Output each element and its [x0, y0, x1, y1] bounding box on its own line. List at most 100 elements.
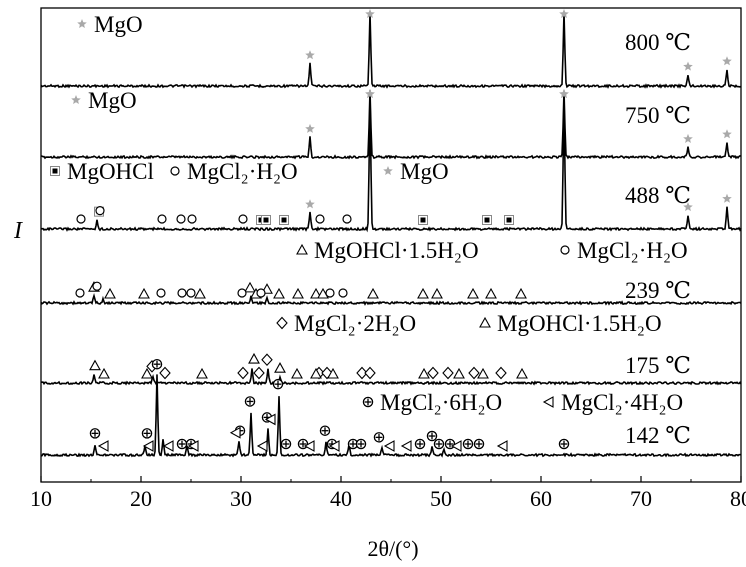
diamond-marker	[495, 366, 507, 380]
star-marker	[683, 61, 693, 71]
legend-label: MgCl₂·2H₂O	[294, 311, 416, 336]
triangle-up-marker	[477, 367, 489, 379]
triangle-up-marker	[196, 367, 208, 379]
circle-marker	[170, 166, 180, 176]
triangle-up-marker	[291, 367, 303, 379]
triangle-up-marker	[194, 287, 206, 299]
circle-marker	[560, 245, 570, 255]
star-marker	[365, 89, 375, 98]
x-tick-label: 40	[330, 486, 352, 511]
triangle-up-marker	[248, 352, 260, 364]
triangle-up-marker	[453, 367, 465, 379]
square-marker	[504, 215, 514, 225]
x-tick-label: 20	[130, 486, 152, 511]
circle-plus-marker	[433, 438, 445, 450]
x-tick-label: 70	[630, 486, 652, 511]
diamond-marker	[159, 366, 171, 380]
temperature-label: 488 ℃	[625, 183, 691, 208]
triangle-up-marker	[479, 316, 491, 328]
x-tick-label: 50	[430, 486, 452, 511]
panel-5: MgCl₂·6H₂O MgCl₂·4H₂O 142 ℃	[40, 358, 742, 458]
triangle-left-marker	[328, 440, 340, 452]
circle-marker	[256, 288, 266, 298]
temperature-label: 800 ℃	[625, 30, 691, 55]
star-marker	[559, 89, 569, 98]
circle-plus-marker	[373, 432, 385, 443]
legend-label: MgO	[88, 88, 137, 113]
triangle-left-marker	[542, 396, 554, 408]
diamond-marker	[364, 366, 376, 380]
diamond-marker	[276, 316, 288, 330]
triangle-up-marker	[515, 287, 527, 299]
circle-plus-marker	[141, 428, 153, 439]
triangle-up-marker	[244, 281, 256, 293]
circle-plus-marker	[319, 425, 331, 436]
triangle-left-marker	[142, 440, 154, 452]
triangle-up-marker	[485, 287, 497, 299]
triangle-up-marker	[292, 287, 304, 299]
circle-plus-marker	[244, 396, 256, 407]
circle-marker	[342, 214, 352, 224]
circle-plus-marker	[176, 438, 188, 450]
triangle-up-marker	[89, 359, 101, 371]
square-marker	[50, 166, 60, 176]
panel-4: MgCl₂·2H₂O MgOHCl·1.5H₂O 175 ℃	[40, 311, 742, 386]
circle-marker	[92, 281, 102, 291]
star-marker	[365, 9, 375, 18]
triangle-left-marker	[229, 426, 241, 439]
circle-marker	[325, 288, 335, 298]
triangle-left-marker	[496, 440, 508, 452]
circle-marker	[338, 288, 348, 298]
square-marker	[279, 215, 289, 225]
legend-label: MgCl₂·6H₂O	[380, 390, 502, 415]
legend-label: MgCl₂·4H₂O	[561, 390, 683, 415]
circle-marker	[315, 214, 325, 224]
x-tick-label: 30	[230, 486, 252, 511]
circle-marker	[186, 288, 196, 298]
panel-3: MgOHCl·1.5H₂O MgCl₂·H₂O 239 ℃	[40, 238, 742, 306]
star-marker	[305, 50, 315, 60]
circle-marker	[238, 214, 248, 224]
circle-plus-marker	[462, 438, 474, 450]
circle-plus-marker	[151, 358, 163, 370]
triangle-up-marker	[310, 367, 322, 379]
temperature-label: 142 ℃	[625, 423, 691, 448]
legend-label: MgOHCl·1.5H₂O	[497, 311, 662, 336]
circle-plus-marker	[558, 438, 570, 450]
x-axis-label: 2θ/(°)	[367, 536, 418, 561]
panel-0: MgO 800 ℃	[40, 9, 742, 89]
triangle-left-marker	[162, 440, 174, 452]
star-marker	[683, 202, 693, 212]
axes: 10 20 30 40 50 60 70 80	[30, 7, 746, 511]
diamond-marker	[427, 366, 439, 380]
triangle-up-marker	[138, 287, 150, 299]
triangle-up-marker	[104, 287, 116, 299]
circle-plus-marker	[426, 430, 438, 442]
legend-label: MgOHCl	[67, 159, 154, 184]
panel-1: MgO 750 ℃	[40, 88, 742, 160]
star-marker	[722, 129, 732, 139]
star-marker	[722, 56, 732, 66]
diamond-marker	[253, 366, 265, 380]
triangle-up-marker	[327, 367, 339, 379]
triangle-left-marker	[264, 413, 276, 426]
star-marker	[77, 19, 87, 28]
y-axis-label: I	[13, 218, 23, 244]
circle-plus-marker	[362, 396, 374, 408]
square-marker	[261, 215, 271, 225]
panel-2: MgOHCl MgCl₂·H₂O MgO 488 ℃	[40, 89, 742, 233]
triangle-left-marker	[187, 440, 199, 452]
circle-marker	[177, 288, 187, 298]
circle-marker	[237, 288, 247, 298]
circle-plus-marker	[355, 438, 367, 450]
x-tick-label: 60	[530, 486, 552, 511]
xrd-trace	[40, 292, 742, 306]
circle-plus-marker	[280, 438, 292, 450]
triangle-up-marker	[274, 362, 286, 373]
star-marker	[683, 133, 693, 143]
triangle-up-marker	[417, 287, 429, 299]
triangle-up-marker	[431, 287, 443, 299]
star-marker	[71, 95, 81, 104]
